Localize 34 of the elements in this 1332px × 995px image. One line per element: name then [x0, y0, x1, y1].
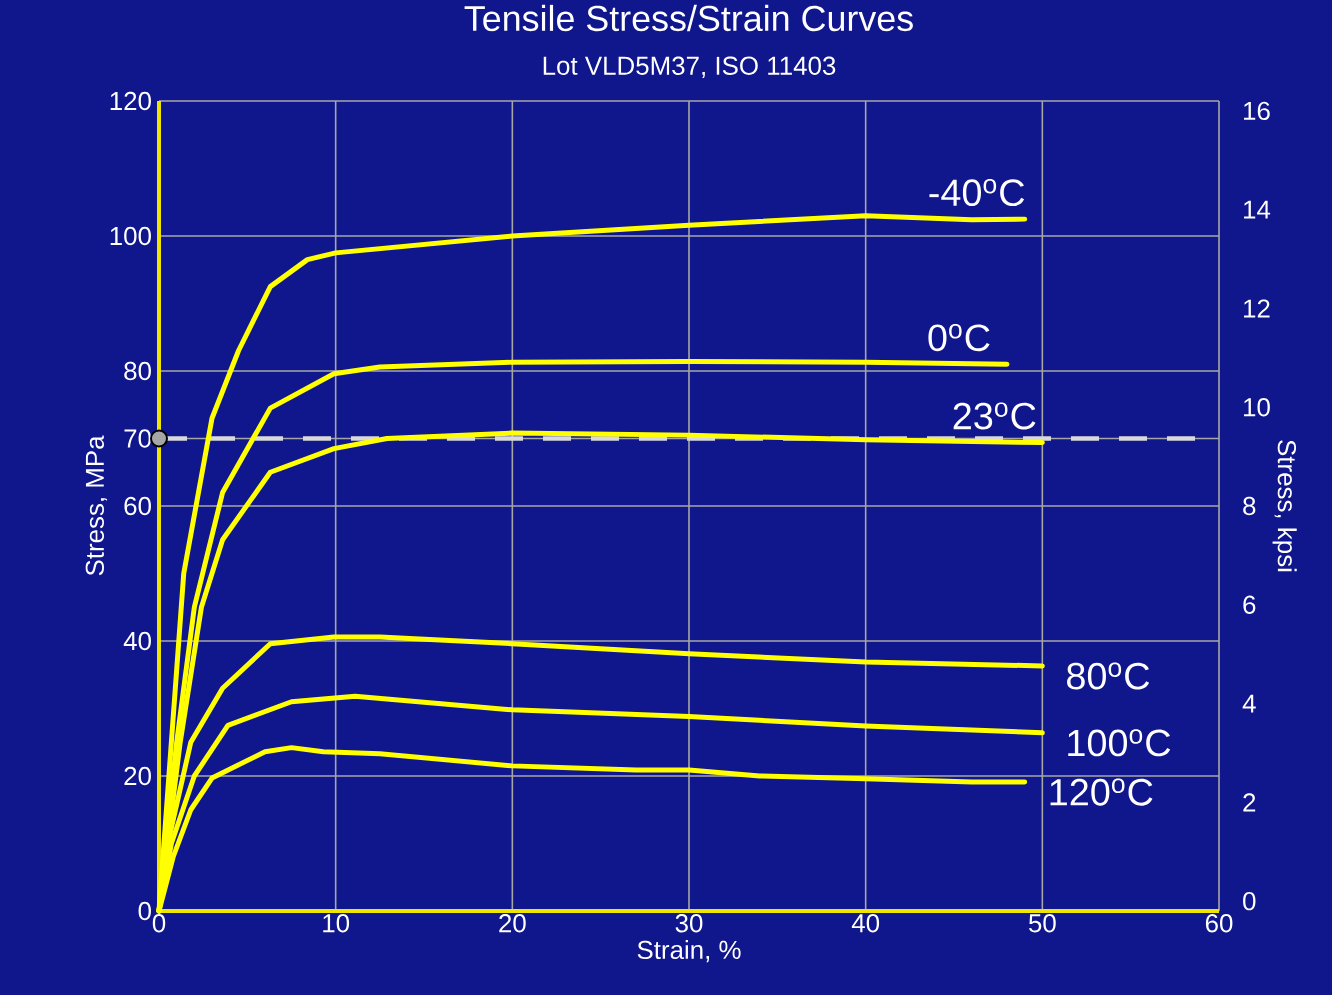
x-tick-label: 30	[675, 914, 703, 933]
y2-tick-label: 14	[1244, 200, 1271, 219]
y-tick-label: 70	[124, 429, 151, 448]
y2-tick-label: 6	[1243, 595, 1256, 614]
y-axis-title: Stress, MPa	[85, 435, 108, 576]
series-label: 100$^{o}$C	[1068, 729, 1171, 757]
y-tick-label: 60	[124, 496, 151, 516]
series-label: 120$^{o}$C	[1050, 778, 1153, 806]
y2-tick-label: 2	[1243, 793, 1256, 812]
chart-title: Tensile Stress/Strain Curves	[464, 4, 913, 32]
x-tick-label: 10	[323, 914, 350, 933]
y2-tick-label: 12	[1244, 299, 1270, 318]
series-label: 0$^{o}$C	[928, 324, 990, 352]
y-tick-label: 100	[110, 226, 151, 246]
chart-subtitle: Lot VLD5M37, ISO 11403	[543, 56, 836, 78]
y2-tick-label: 8	[1243, 496, 1256, 516]
y-tick-label: 40	[123, 631, 151, 651]
x-tick-label: 0	[152, 914, 166, 933]
y2-axis-title: Stress, kpsi	[1272, 440, 1297, 572]
y-tick-label: 80	[124, 361, 151, 381]
series-label: 80$^{o}$C	[1067, 662, 1150, 690]
x-tick-label: 40	[851, 914, 880, 933]
series-label: -40$^{o}$C	[929, 178, 1025, 207]
y2-tick-label: 16	[1244, 101, 1270, 121]
y2-tick-label: 4	[1242, 694, 1256, 713]
x-tick-label: 50	[1028, 914, 1056, 933]
x-tick-label: 60	[1205, 914, 1233, 933]
series-label: 23$^{o}$C	[953, 402, 1036, 430]
y2-tick-label: 10	[1244, 398, 1270, 417]
y2-tick-label: 0	[1243, 891, 1256, 911]
y-tick-label: 20	[124, 766, 151, 786]
y-tick-label: 120	[110, 91, 151, 111]
x-axis-title: Strain, %	[637, 940, 741, 963]
x-tick-label: 20	[499, 914, 526, 933]
